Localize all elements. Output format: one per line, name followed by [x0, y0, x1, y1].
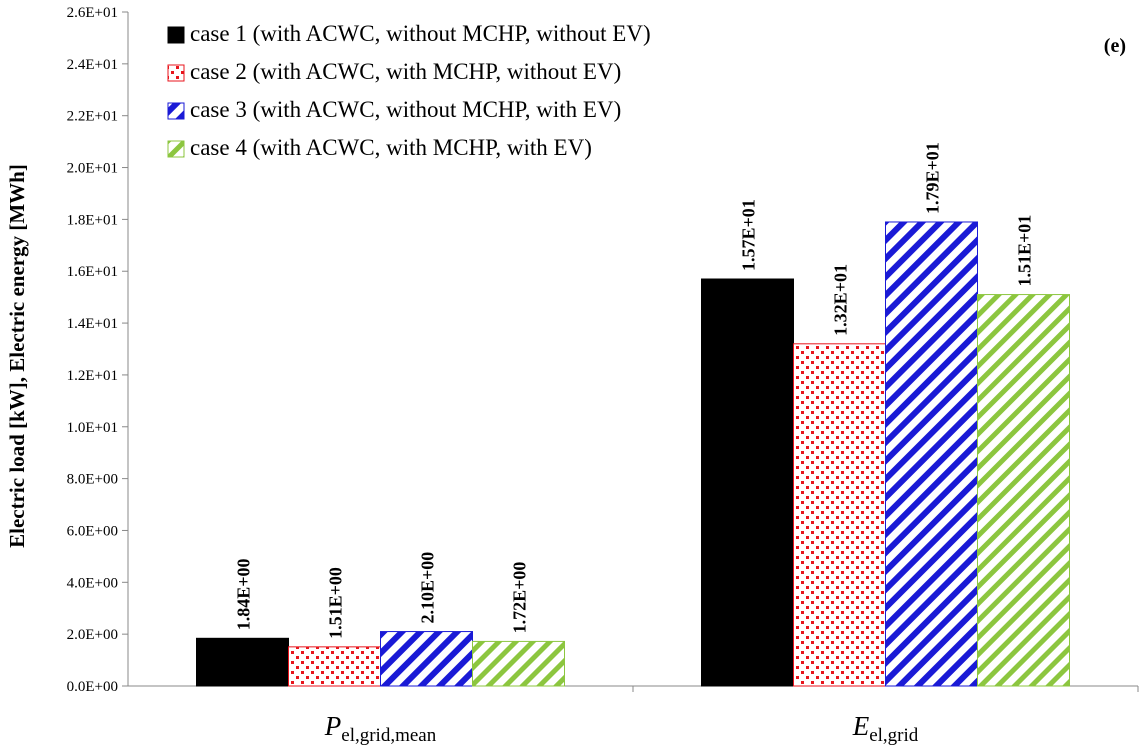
x-category-label: Eel,grid: [852, 711, 919, 746]
bar-case-3-cat-1: [380, 631, 473, 687]
bar-value-label: 1.57E+01: [737, 196, 760, 275]
bar-value-label: 1.72E+00: [508, 558, 531, 637]
bar-value-label: 1.79E+01: [921, 139, 944, 217]
bar-value-label: 1.84E+00: [232, 555, 255, 634]
bar-case-2-cat-2: [793, 343, 886, 687]
y-tick-label: 2.0E+00: [67, 627, 118, 643]
bar-value-label: 2.10E+00: [416, 548, 439, 627]
y-tick-label: 1.4E+01: [67, 316, 118, 332]
y-tick-label: 2.4E+01: [67, 57, 118, 73]
svg-text:1.84E+00: 1.84E+00: [234, 559, 254, 631]
legend-entry-label: case 3 (with ACWC, without MCHP, with EV…: [190, 97, 621, 122]
y-tick-label: 0.0E+00: [67, 679, 118, 695]
legend-swatch: [167, 64, 185, 82]
legend-background: [158, 18, 790, 172]
legend-entry-label: case 4 (with ACWC, with MCHP, with EV): [190, 135, 592, 160]
bar-value-label: 1.32E+01: [829, 261, 852, 339]
bar-case-1-cat-1: [196, 637, 289, 687]
bar-value-label: 1.51E+01: [1013, 211, 1036, 290]
bar-case-2-cat-1: [288, 646, 381, 687]
legend-swatch: [167, 26, 185, 44]
y-tick-label: 2.0E+01: [67, 161, 118, 177]
y-tick-label: 1.0E+01: [67, 420, 118, 436]
x-categories: Pel,grid,mean Eel,grid: [324, 686, 1139, 746]
bar-case-4-cat-2: [977, 294, 1070, 687]
bars: [196, 221, 1070, 687]
svg-text:2.10E+00: 2.10E+00: [418, 552, 438, 624]
y-tick-label: 1.8E+01: [67, 212, 118, 228]
y-tick-label: 2.2E+01: [67, 109, 118, 125]
svg-text:1.51E+00: 1.51E+00: [326, 567, 346, 639]
svg-text:1.32E+01: 1.32E+01: [831, 264, 851, 336]
x-category-label: Pel,grid,mean: [324, 711, 437, 746]
bar-case-4-cat-1: [472, 640, 565, 687]
y-tick-label: 4.0E+00: [67, 575, 118, 591]
svg-text:1.51E+01: 1.51E+01: [1015, 215, 1035, 287]
legend-swatch: [167, 140, 185, 158]
bar-case-3-cat-2: [885, 221, 978, 687]
legend-swatch: [167, 102, 185, 120]
panel-label: (e): [1104, 35, 1126, 57]
bar-case-1-cat-2: [701, 278, 794, 687]
y-tick-label: 8.0E+00: [67, 472, 118, 488]
legend-entry-label: case 1 (with ACWC, without MCHP, without…: [190, 21, 651, 46]
y-tick-label: 6.0E+00: [67, 523, 118, 539]
y-axis-title: Electric load [kW], Electric energy [MWh…: [5, 164, 29, 548]
legend-entry-label: case 2 (with ACWC, with MCHP, without EV…: [190, 59, 621, 84]
legend: case 1 (with ACWC, without MCHP, without…: [158, 18, 790, 172]
svg-text:1.79E+01: 1.79E+01: [923, 142, 943, 214]
y-ticks: 0.0E+00 2.0E+00 4.0E+00 6.0E+00 8.0E+00 1.0E+…: [67, 5, 128, 695]
svg-text:1.57E+01: 1.57E+01: [739, 199, 759, 271]
bar-value-label: 1.51E+00: [324, 564, 347, 642]
bar-value-labels: 1.84E+00 1.51E+00 2.10E+00 1.72E+00 1.57E+01…: [232, 139, 1036, 642]
y-tick-label: 1.6E+01: [67, 264, 118, 280]
y-tick-label: 2.6E+01: [67, 5, 118, 21]
y-tick-label: 1.2E+01: [67, 368, 118, 384]
svg-text:1.72E+00: 1.72E+00: [510, 562, 530, 634]
